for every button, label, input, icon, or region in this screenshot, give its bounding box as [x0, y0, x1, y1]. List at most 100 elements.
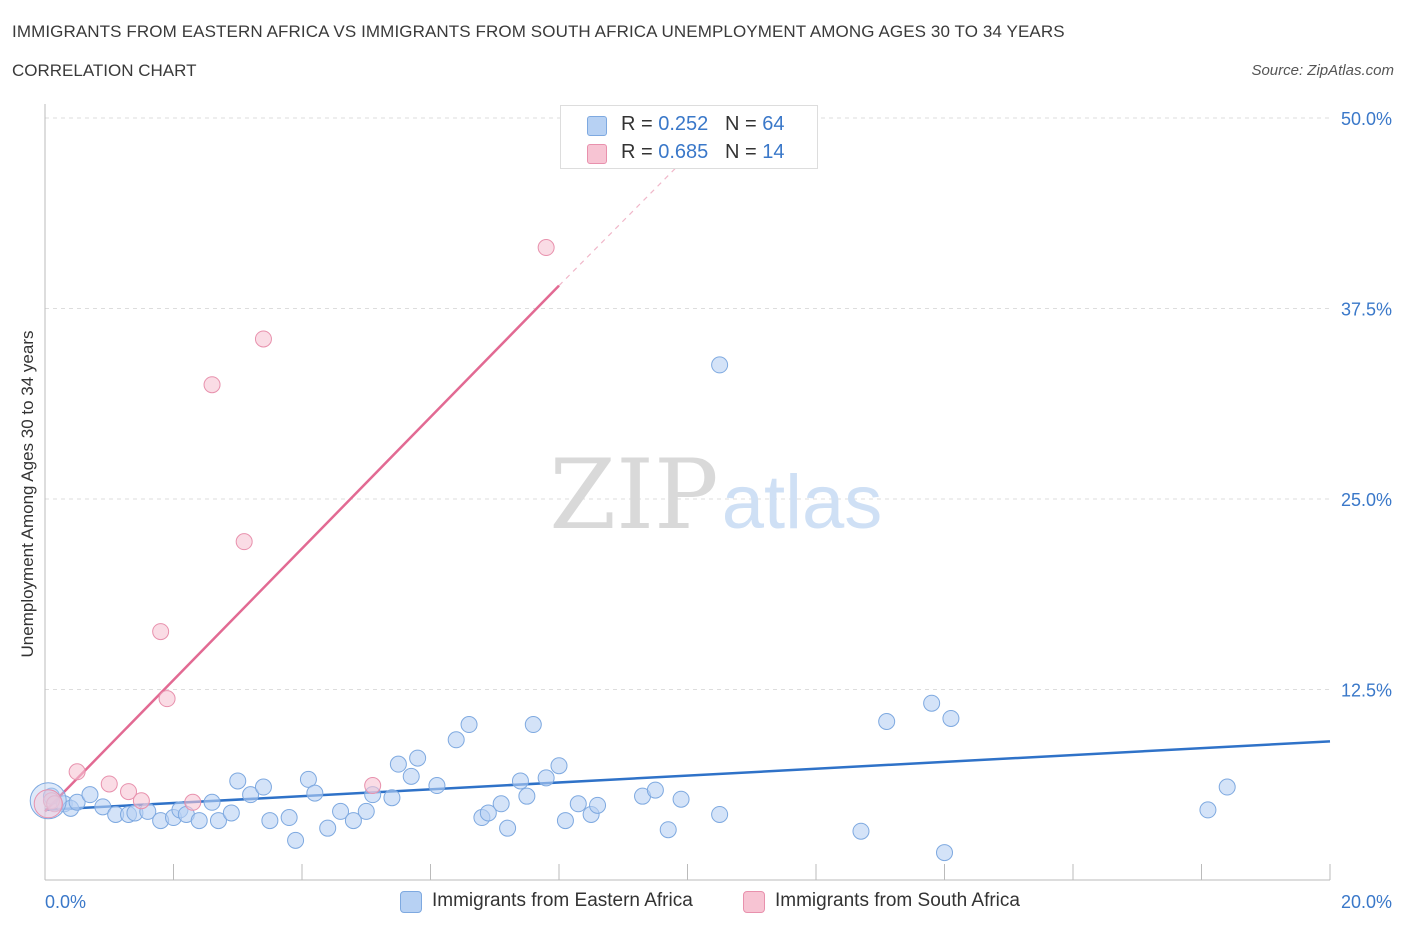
point-eastern-africa	[936, 844, 953, 862]
watermark: ZIP atlas	[549, 439, 882, 551]
point-south-africa	[158, 690, 176, 708]
point-eastern-africa	[646, 781, 664, 799]
x-tick-label-min: 0.0%	[45, 892, 86, 912]
point-eastern-africa	[402, 767, 420, 785]
point-eastern-africa	[344, 812, 362, 830]
point-eastern-africa	[357, 802, 375, 820]
point-eastern-africa	[280, 809, 298, 827]
series-legend: Immigrants from Eastern Africa Immigrant…	[0, 890, 1406, 916]
tick-labels: 12.5% 25.0% 37.5% 50.0% 0.0% 20.0%	[45, 109, 1392, 912]
point-eastern-africa	[492, 795, 510, 813]
point-south-africa	[152, 623, 170, 641]
point-eastern-africa	[254, 778, 272, 796]
point-eastern-africa	[852, 822, 870, 840]
x-tick-label-max: 20.0%	[1341, 892, 1392, 912]
point-eastern-africa	[878, 713, 896, 731]
point-south-africa	[235, 533, 253, 551]
n-label: N =	[724, 113, 763, 135]
point-eastern-africa	[511, 772, 529, 790]
point-eastern-africa	[479, 804, 497, 822]
y-tick-label: 37.5%	[1341, 300, 1392, 320]
point-eastern-africa	[556, 812, 574, 830]
point-eastern-africa	[409, 749, 427, 767]
point-eastern-africa	[711, 356, 729, 374]
trend-line-south-africa	[44, 284, 560, 813]
point-eastern-africa	[299, 770, 317, 788]
chart-subtitle: CORRELATION CHART	[12, 61, 197, 80]
point-eastern-africa	[209, 812, 227, 830]
point-eastern-africa	[287, 831, 305, 849]
point-south-africa	[364, 777, 382, 795]
point-eastern-africa	[460, 716, 478, 734]
chart-title: IMMIGRANTS FROM EASTERN AFRICA VS IMMIGR…	[12, 22, 1065, 41]
data-points	[29, 239, 1236, 862]
point-eastern-africa	[1218, 778, 1236, 796]
point-eastern-africa	[261, 812, 279, 830]
n-value: 14	[762, 141, 785, 163]
point-eastern-africa	[711, 805, 729, 823]
point-eastern-africa	[659, 821, 677, 839]
legend-text: R = 0.252 N = 64	[621, 113, 784, 136]
point-south-africa	[100, 775, 118, 793]
watermark-zip: ZIP	[549, 439, 718, 551]
point-cluster-eastern-africa	[29, 782, 67, 820]
point-eastern-africa	[222, 804, 240, 822]
r-value: 0.252	[658, 113, 709, 135]
series-swatch-pink	[743, 891, 765, 913]
point-eastern-africa	[242, 786, 260, 804]
n-label: N =	[724, 141, 763, 163]
point-eastern-africa	[428, 777, 446, 795]
point-eastern-africa	[672, 790, 690, 808]
point-eastern-africa	[389, 755, 407, 773]
series-name: Immigrants from Eastern Africa	[432, 890, 693, 911]
point-eastern-africa	[203, 793, 221, 811]
point-eastern-africa	[569, 795, 587, 813]
y-tick-label: 25.0%	[1341, 490, 1392, 510]
legend-swatch-pink	[587, 144, 607, 164]
n-value: 64	[762, 113, 785, 135]
trend-lines	[44, 155, 1331, 813]
point-eastern-africa	[332, 802, 350, 820]
point-south-africa	[184, 793, 202, 811]
legend-text: R = 0.685 N = 14	[621, 141, 784, 164]
y-axis-label: Unemployment Among Ages 30 to 34 years	[18, 330, 37, 658]
r-label: R =	[621, 113, 659, 135]
point-eastern-africa	[447, 731, 465, 749]
watermark-atlas: atlas	[722, 460, 883, 545]
correlation-legend: R = 0.252 N = 64 R = 0.685 N = 14	[560, 105, 818, 169]
point-eastern-africa	[518, 787, 536, 805]
point-eastern-africa	[537, 769, 555, 787]
trend-extension-south-africa	[558, 155, 688, 287]
source-label: Source: ZipAtlas.com	[1251, 62, 1394, 79]
point-eastern-africa	[383, 789, 401, 807]
point-eastern-africa	[923, 694, 941, 712]
trend-line-eastern-africa	[44, 740, 1331, 812]
point-eastern-africa	[81, 786, 99, 804]
r-value: 0.685	[658, 141, 709, 163]
series-swatch-blue	[400, 891, 422, 913]
point-south-africa	[68, 763, 86, 781]
point-eastern-africa	[942, 709, 960, 727]
y-tick-label: 12.5%	[1341, 681, 1392, 701]
point-eastern-africa	[550, 757, 568, 775]
point-south-africa	[203, 376, 221, 394]
point-south-africa	[120, 783, 138, 801]
point-eastern-africa	[190, 812, 208, 830]
point-eastern-africa	[68, 793, 86, 811]
point-south-africa	[537, 239, 555, 257]
legend-swatch-blue	[587, 116, 607, 136]
r-label: R =	[621, 141, 659, 163]
point-eastern-africa	[589, 796, 607, 814]
point-south-africa	[132, 792, 150, 810]
point-eastern-africa	[1199, 801, 1217, 819]
point-eastern-africa	[499, 819, 517, 837]
point-south-africa	[254, 330, 272, 348]
series-name: Immigrants from South Africa	[775, 890, 1020, 911]
point-eastern-africa	[94, 798, 112, 816]
y-tick-label: 50.0%	[1341, 109, 1392, 129]
grid-lines	[45, 117, 1330, 690]
point-eastern-africa	[524, 716, 542, 734]
point-cluster-south-africa	[33, 789, 63, 819]
point-eastern-africa	[229, 772, 247, 790]
